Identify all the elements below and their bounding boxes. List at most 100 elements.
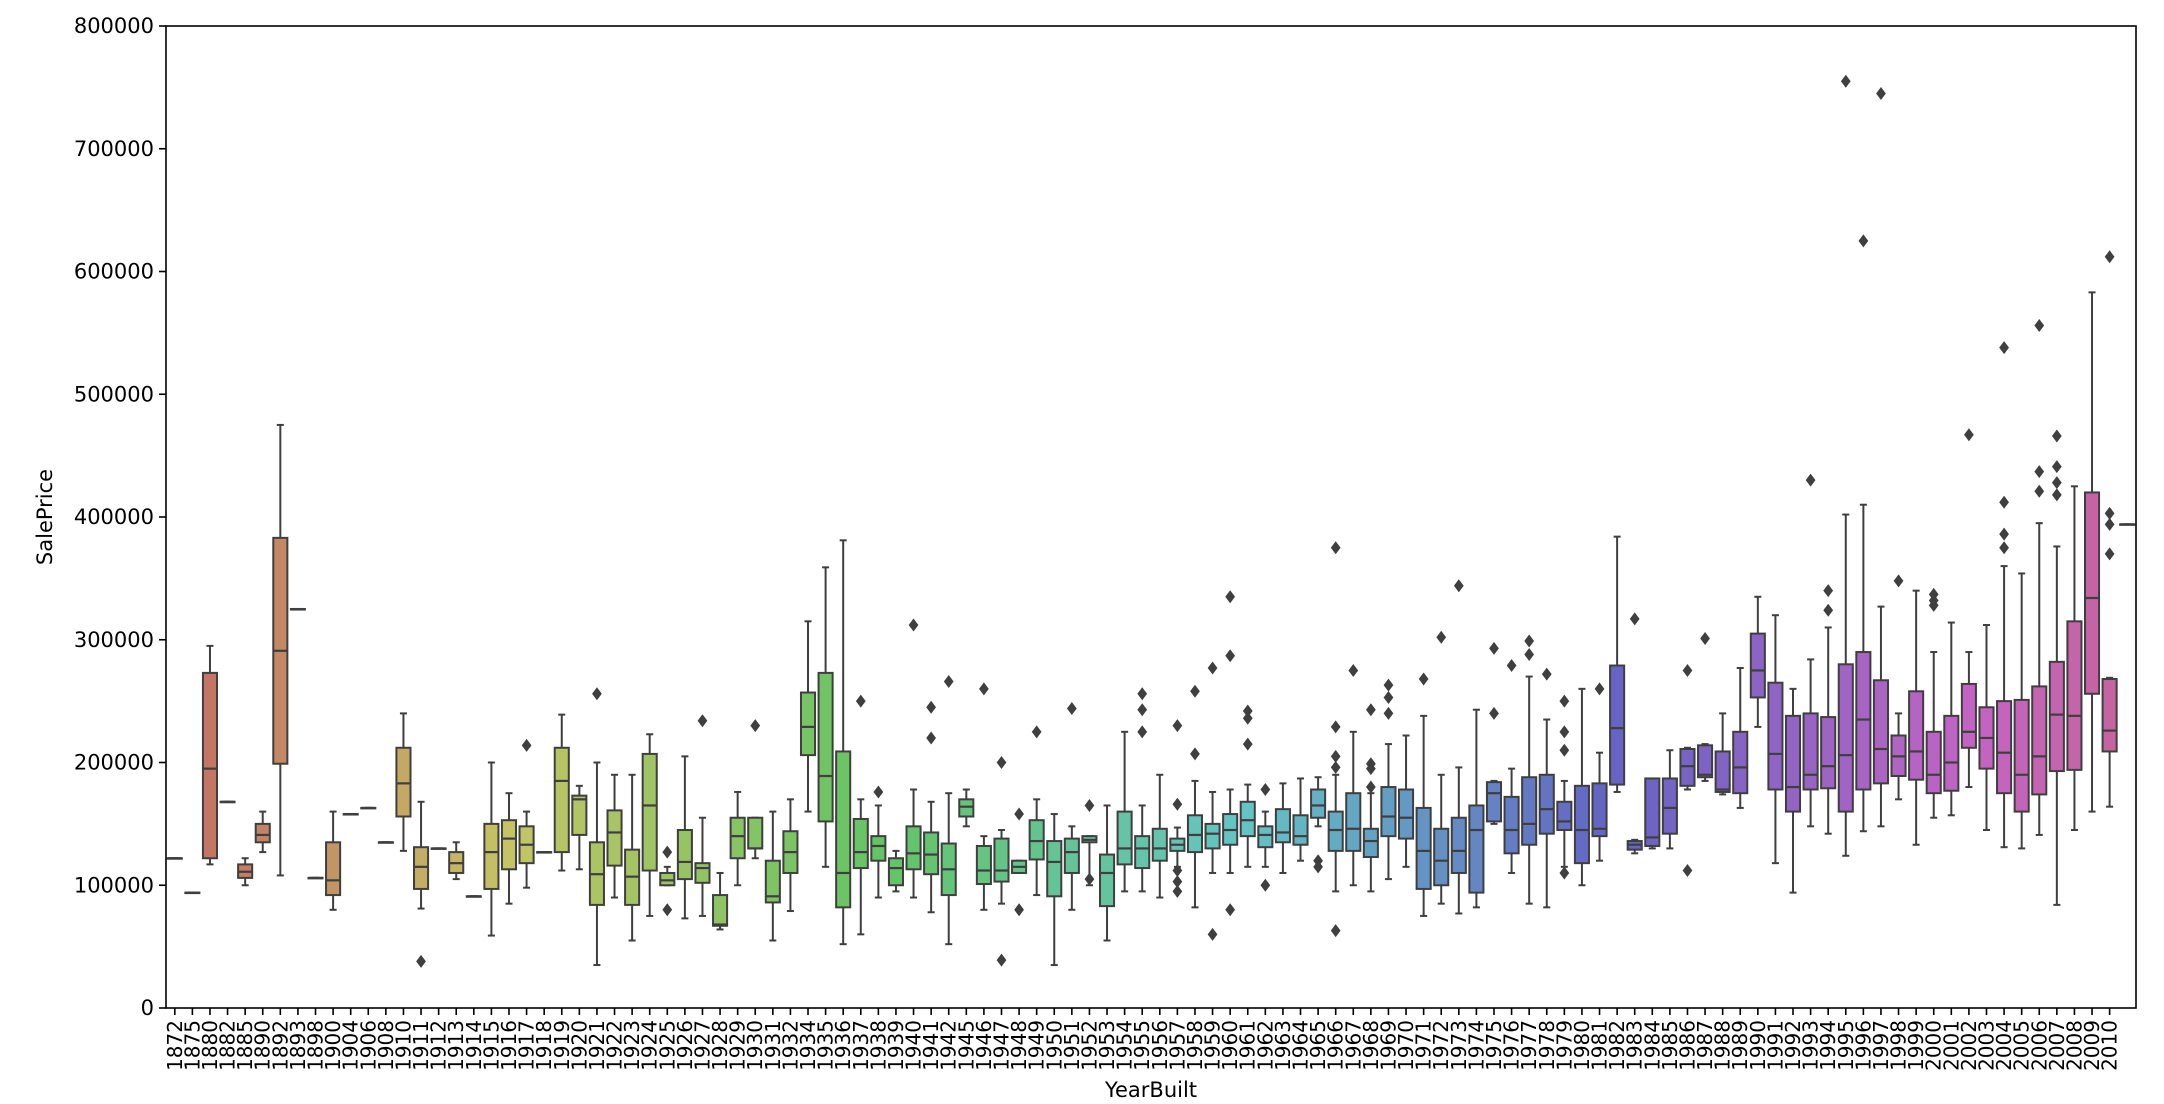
box-1948 xyxy=(1011,807,1028,917)
outlier-point xyxy=(1014,807,1024,821)
box-body xyxy=(1802,712,1819,791)
box-1971 xyxy=(1415,672,1432,917)
x-tick-label: 1975 xyxy=(1482,1020,1506,1071)
box-1934 xyxy=(799,620,817,813)
outlier-point xyxy=(1137,703,1148,717)
outlier-point xyxy=(1172,864,1183,878)
box-body xyxy=(852,817,869,870)
box-body xyxy=(1134,835,1151,870)
box-body xyxy=(1151,827,1168,862)
x-tick-label: 1989 xyxy=(1728,1020,1752,1071)
outlier-point xyxy=(1999,541,2009,555)
box-body xyxy=(2013,698,2030,813)
x-tick-label: 1964 xyxy=(1289,1020,1313,1071)
box-body xyxy=(975,844,992,886)
x-tick-label: 1941 xyxy=(919,1020,943,1071)
outlier-point xyxy=(1999,495,2009,509)
x-tick-label: 1923 xyxy=(620,1020,644,1071)
box-1982 xyxy=(1609,535,1626,793)
box-1988 xyxy=(1714,712,1731,796)
x-tick-label: 1939 xyxy=(884,1020,908,1071)
x-tick-label: 1952 xyxy=(1077,1020,1101,1071)
y-tick-label: 800000 xyxy=(74,14,154,38)
box-1911 xyxy=(413,800,430,968)
box-body xyxy=(1327,810,1344,852)
x-tick-label: 1972 xyxy=(1429,1020,1453,1071)
outlier-point xyxy=(1383,690,1394,704)
box-1918 xyxy=(536,851,553,854)
x-tick-label: 1918 xyxy=(532,1020,556,1071)
box-body xyxy=(1063,837,1080,874)
x-tick-label: 1957 xyxy=(1165,1020,1189,1071)
box-2004 xyxy=(1996,341,2013,849)
box-2003 xyxy=(1978,624,1995,832)
x-tick-label: 1974 xyxy=(1464,1020,1488,1071)
x-tick-label: 2002 xyxy=(1957,1020,1981,1071)
x-tick-label: 1929 xyxy=(726,1020,750,1071)
box-body xyxy=(1732,730,1749,795)
outlier-point xyxy=(1348,663,1359,677)
box-1981 xyxy=(1591,682,1608,862)
box-body xyxy=(1943,714,1960,792)
box-body xyxy=(1292,814,1309,846)
x-tick-label: 1963 xyxy=(1271,1020,1295,1071)
box-1951 xyxy=(1063,701,1080,911)
box-body xyxy=(676,829,693,881)
box-1935 xyxy=(817,566,834,868)
outlier-point xyxy=(1453,579,1464,593)
outlier-point xyxy=(1928,587,1939,601)
box-1968 xyxy=(1362,703,1379,893)
outlier-point xyxy=(1014,903,1024,917)
box-1946 xyxy=(975,682,992,911)
x-tick-label: 1993 xyxy=(1799,1020,1823,1071)
box-body xyxy=(325,841,342,897)
box-1890 xyxy=(254,810,271,854)
x-tick-label: 1875 xyxy=(180,1020,204,1071)
outlier-point xyxy=(2104,547,2115,561)
box-2001 xyxy=(1943,621,1960,817)
x-tick-label: 2007 xyxy=(2045,1020,2069,1071)
x-tick-label: 1962 xyxy=(1253,1020,1277,1071)
x-tick-label: 1938 xyxy=(866,1020,890,1071)
box-1936 xyxy=(835,539,852,946)
x-tick-label: 2003 xyxy=(1974,1020,1998,1071)
box-body xyxy=(712,894,729,927)
box-body xyxy=(958,798,975,818)
box-1953 xyxy=(1098,804,1116,942)
box-1904 xyxy=(342,812,359,816)
outlier-point xyxy=(416,954,426,968)
outlier-point xyxy=(662,903,673,917)
box-1949 xyxy=(1028,725,1045,897)
outlier-point xyxy=(1682,663,1693,677)
x-tick-label: 2001 xyxy=(1939,1020,1963,1071)
box-body xyxy=(500,819,518,871)
outlier-point xyxy=(1594,682,1605,696)
box-body xyxy=(1872,679,1889,785)
outlier-point xyxy=(1383,678,1394,692)
x-tick-label: 1953 xyxy=(1095,1020,1119,1071)
box-body xyxy=(1661,777,1678,835)
outlier-point xyxy=(662,845,673,859)
x-tick-label: 1976 xyxy=(1500,1020,1524,1071)
box-1962 xyxy=(1257,783,1274,892)
box-1952 xyxy=(1081,798,1098,887)
x-tick-label: 1982 xyxy=(1605,1020,1629,1071)
outlier-point xyxy=(1313,854,1323,868)
x-tick-label: 1935 xyxy=(814,1020,838,1071)
x-tick-label: 1932 xyxy=(778,1020,802,1071)
box-1919 xyxy=(553,713,570,872)
box-1945 xyxy=(958,788,975,828)
outlier-point xyxy=(1506,659,1517,673)
x-tick-label: 1890 xyxy=(251,1020,275,1071)
outlier-point xyxy=(1524,634,1535,648)
box-1908 xyxy=(377,841,394,844)
box-1961 xyxy=(1239,704,1256,868)
box-1960 xyxy=(1222,590,1239,917)
box-body xyxy=(1538,773,1555,835)
box-body xyxy=(1767,681,1784,791)
box-1917 xyxy=(518,738,535,889)
outlier-point xyxy=(1242,711,1253,725)
box-2007 xyxy=(2048,429,2065,906)
box-1941 xyxy=(923,700,940,914)
plot-area xyxy=(166,74,2136,968)
